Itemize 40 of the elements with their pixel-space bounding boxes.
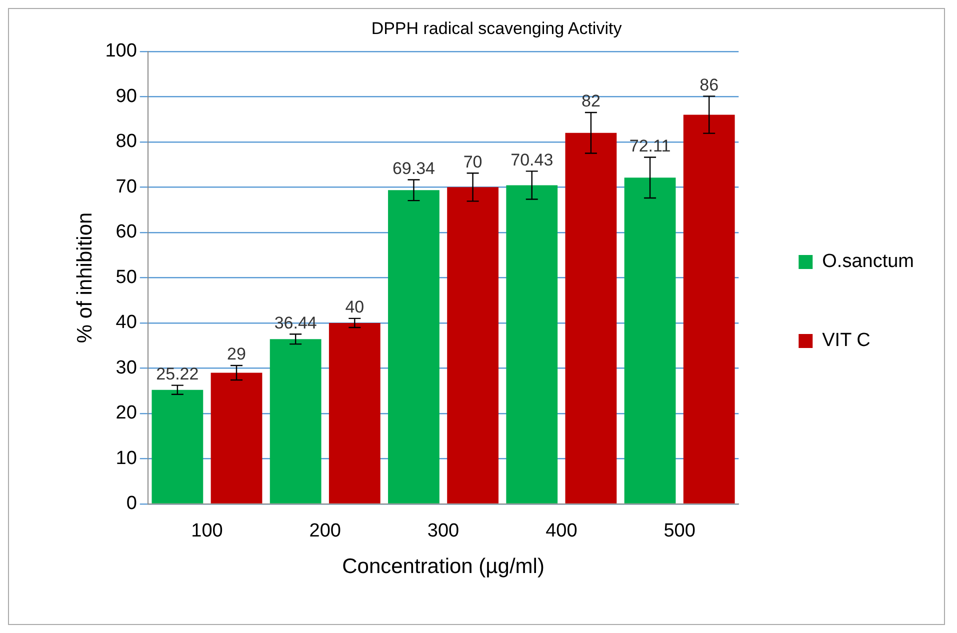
y-tick-label: 50 (116, 266, 137, 288)
data-label: 72.11 (629, 136, 671, 156)
chart-title: DPPH radical scavenging Activity (371, 18, 622, 38)
data-label: 25.22 (156, 364, 199, 384)
x-tick-label: 500 (664, 520, 696, 542)
x-tick-label: 300 (427, 520, 460, 542)
x-tick-label: 100 (191, 520, 223, 542)
bar (506, 185, 558, 504)
data-label: 40 (345, 298, 364, 317)
x-tick-label: 200 (309, 520, 341, 542)
data-label: 70.43 (510, 150, 554, 170)
legend-label: O.sanctum (822, 251, 914, 272)
y-tick-label: 10 (116, 448, 137, 469)
y-tick-label: 80 (116, 131, 137, 152)
legend-label: VIT C (822, 330, 870, 352)
bar (210, 372, 262, 504)
data-label: 29 (227, 344, 246, 364)
bar (683, 114, 735, 504)
data-label: 70 (463, 152, 482, 172)
y-tick-label: 90 (116, 86, 137, 107)
bar (565, 132, 617, 504)
y-tick-label: 0 (126, 493, 137, 514)
data-label: 82 (581, 92, 600, 111)
data-label: 69.34 (392, 158, 436, 178)
y-axis-title: % of inhibition (73, 212, 96, 344)
y-tick-label: 100 (105, 40, 137, 62)
y-tick-label: 20 (116, 402, 137, 424)
y-tick-label: 40 (116, 312, 137, 334)
y-tick-label: 60 (116, 222, 137, 243)
x-axis-title: Concentration (µg/ml) (342, 555, 544, 578)
bar (388, 190, 440, 504)
y-tick-label: 30 (116, 357, 137, 378)
bar (624, 178, 676, 504)
bar (328, 322, 380, 504)
x-tick-label: 400 (546, 520, 578, 542)
bar (270, 339, 322, 504)
bar (447, 187, 498, 504)
bar (152, 390, 204, 504)
y-tick-label: 70 (116, 176, 137, 198)
data-label: 86 (700, 75, 719, 94)
